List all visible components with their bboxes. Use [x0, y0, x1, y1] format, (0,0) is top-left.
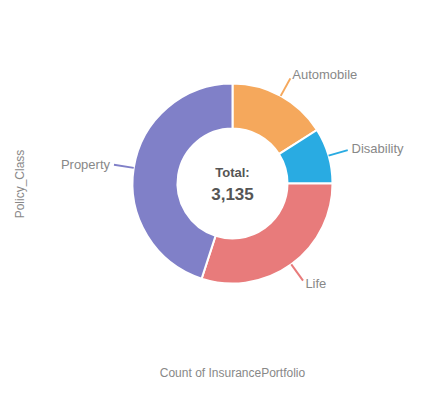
svg-text:Property: Property [61, 157, 111, 172]
html-text:Total:: Total: [215, 164, 250, 180]
html-text:Count of InsurancePortfolio: Count of InsurancePortfolio [159, 366, 306, 380]
svg-text:Life: Life [305, 276, 326, 291]
html-text:Policy_Class: Policy_Class [13, 149, 27, 218]
svg-text:Disability: Disability [352, 141, 405, 156]
html-text:3,135: 3,135 [211, 184, 254, 204]
svg-text:Automobile: Automobile [292, 67, 357, 82]
